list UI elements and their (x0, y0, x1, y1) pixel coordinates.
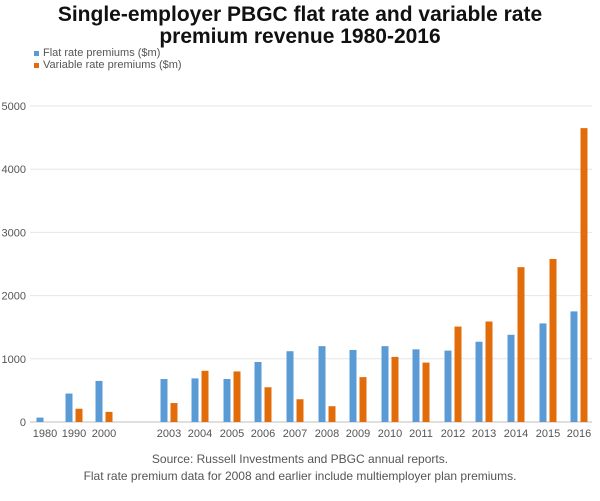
legend-label: Variable rate premiums ($m) (43, 59, 182, 71)
bar-variable-rate (549, 258, 557, 422)
bar-flat-rate (36, 417, 44, 422)
chart-title: Single-employer PBGC flat rate and varia… (57, 3, 543, 48)
x-tick-label: 2010 (378, 428, 402, 440)
bar-flat-rate (539, 323, 547, 422)
source-line-1: Source: Russell Investments and PBGC ann… (151, 452, 449, 466)
bar-flat-rate (475, 341, 483, 422)
x-tick-label: 2014 (504, 428, 528, 440)
bar-variable-rate (264, 387, 272, 422)
x-tick-label: 2003 (157, 428, 181, 440)
bar-variable-rate (580, 128, 588, 422)
bar-flat-rate (95, 380, 103, 422)
x-tick-label: 1980 (33, 428, 57, 440)
bar-flat-rate (381, 346, 389, 422)
bar-flat-rate (254, 361, 262, 422)
bar-variable-rate (105, 411, 113, 422)
legend-label: Flat rate premiums ($m) (43, 47, 160, 59)
x-tick-label: 2008 (315, 428, 339, 440)
x-tick-label: 2007 (283, 428, 307, 440)
legend-swatch (34, 51, 39, 56)
bar-variable-rate (485, 321, 493, 422)
bar-flat-rate (65, 393, 73, 422)
y-tick-label: 1000 (2, 354, 26, 366)
x-tick-label: 2013 (472, 428, 496, 440)
x-tick-label: 2015 (536, 428, 560, 440)
x-tick-label: 2004 (188, 428, 212, 440)
source-line-2: Flat rate premium data for 2008 and earl… (83, 469, 517, 483)
bar-variable-rate (422, 362, 430, 422)
x-tick-label: 2016 (567, 428, 591, 440)
bar-flat-rate (444, 350, 452, 422)
bar-flat-rate (223, 379, 231, 422)
y-axis: 0 1000 2000 3000 4000 5000 (2, 101, 592, 429)
x-axis: 1980 1990 2000 2003 2004 2005 2006 2007 2008 2009… (33, 428, 591, 440)
x-tick-label: 2005 (220, 428, 244, 440)
y-tick-label: 3000 (2, 227, 26, 239)
y-tick-label: 0 (20, 417, 26, 429)
bar-variable-rate (296, 399, 304, 422)
bar-variable-rate (233, 371, 241, 422)
bar-flat-rate (318, 346, 326, 422)
y-tick-label: 5000 (2, 101, 26, 113)
bar-variable-rate (328, 406, 336, 422)
bar-flat-rate (191, 378, 199, 422)
y-tick-label: 2000 (2, 291, 26, 303)
bar-variable-rate (454, 326, 462, 422)
bar-flat-rate (349, 349, 357, 422)
x-tick-label: 2011 (409, 428, 433, 440)
bar-variable-rate (359, 377, 367, 422)
bar-flat-rate (412, 349, 420, 422)
x-tick-label: 2006 (251, 428, 275, 440)
bar-variable-rate (391, 356, 399, 422)
bars (36, 128, 588, 422)
x-tick-label: 2009 (346, 428, 370, 440)
bar-flat-rate (507, 334, 515, 422)
bar-flat-rate (570, 311, 578, 422)
x-tick-label: 1990 (62, 428, 86, 440)
bar-variable-rate (75, 408, 83, 422)
bar-flat-rate (286, 351, 294, 422)
bar-variable-rate (201, 370, 209, 422)
legend-swatch (34, 63, 39, 68)
source-note: Source: Russell Investments and PBGC ann… (0, 451, 600, 485)
legend: Flat rate premiums ($m)Variable rate pre… (34, 47, 182, 71)
x-tick-label: 2000 (92, 428, 116, 440)
y-tick-label: 4000 (2, 164, 26, 176)
bar-variable-rate (517, 267, 525, 422)
bar-variable-rate (170, 403, 178, 422)
bar-flat-rate (160, 379, 168, 422)
x-tick-label: 2012 (441, 428, 465, 440)
gridlines (30, 105, 592, 360)
